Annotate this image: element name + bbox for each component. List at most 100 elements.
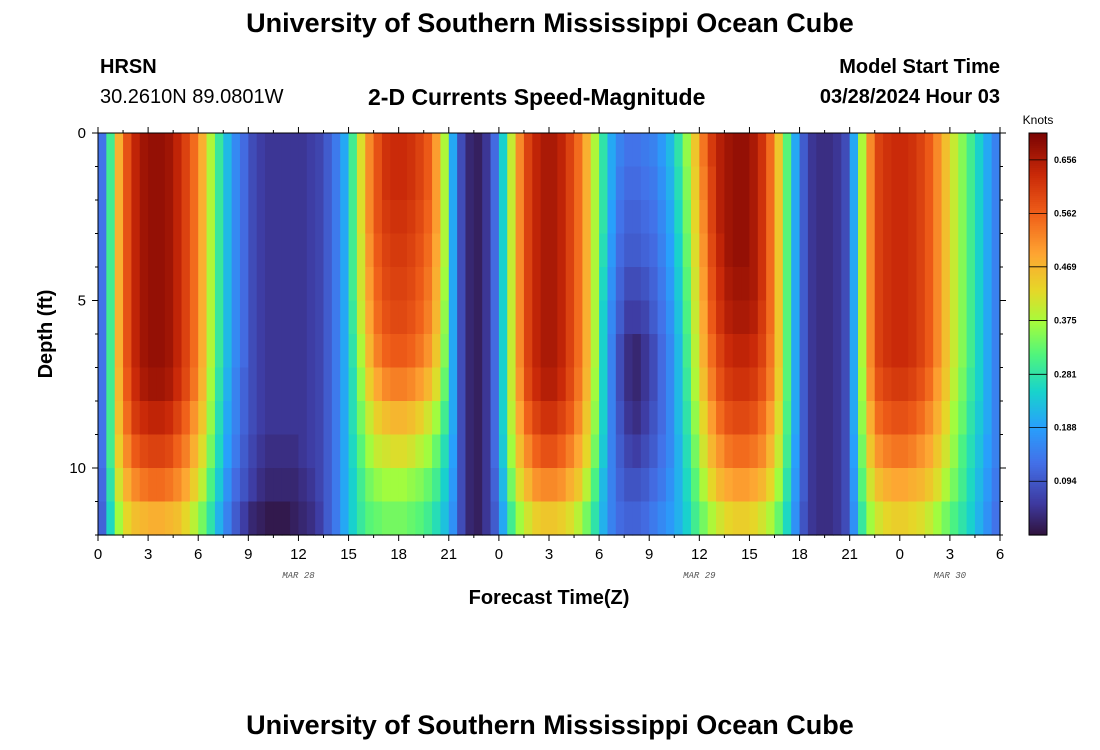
heatmap-cell — [607, 233, 617, 268]
heatmap-cell — [557, 233, 567, 268]
heatmap-cell — [348, 133, 358, 168]
heatmap-cell — [782, 401, 792, 436]
heatmap-cell — [306, 133, 316, 168]
colorbar-segment — [1029, 366, 1047, 369]
heatmap-cell — [549, 468, 558, 503]
heatmap-cell — [866, 267, 876, 302]
heatmap-cell — [816, 434, 826, 469]
colorbar-segment — [1029, 478, 1047, 482]
heatmap-cell — [523, 166, 533, 201]
colorbar-segment — [1029, 217, 1047, 221]
heatmap-cell — [924, 367, 934, 402]
heatmap-cell — [657, 434, 667, 469]
colorbar-segment — [1029, 486, 1047, 490]
heatmap-cell — [883, 468, 893, 503]
heatmap-cell — [799, 233, 809, 268]
heatmap-cell — [774, 233, 784, 268]
heatmap-cell — [749, 468, 759, 503]
heatmap-cell — [156, 267, 166, 302]
heatmap-cells — [98, 133, 1001, 536]
colorbar-segment — [1029, 289, 1047, 293]
colorbar-segment — [1029, 203, 1047, 206]
heatmap-cell — [98, 166, 107, 201]
heatmap-cell — [916, 501, 926, 536]
heatmap-cell — [565, 468, 575, 503]
colorbar-segment — [1029, 223, 1047, 227]
colorbar-segment — [1029, 438, 1047, 442]
heatmap-cell — [473, 200, 483, 235]
heatmap-cell — [841, 367, 851, 402]
x-tick-label: 12 — [691, 546, 708, 563]
heatmap-cell — [423, 501, 433, 536]
heatmap-cell — [523, 200, 533, 235]
heatmap-cell — [415, 367, 425, 402]
heatmap-cell — [649, 267, 659, 302]
model-start-value: 03/28/2024 Hour 03 — [819, 86, 1000, 108]
colorbar-segment — [1029, 189, 1047, 192]
colorbar-segment — [1029, 400, 1047, 403]
heatmap-cell — [415, 133, 425, 168]
heatmap-cell — [407, 367, 416, 402]
colorbar-segment — [1029, 420, 1047, 424]
heatmap-cell — [290, 233, 300, 268]
heatmap-cell — [866, 367, 876, 402]
heatmap-cell — [732, 200, 742, 235]
heatmap-cell — [532, 367, 542, 402]
heatmap-cell — [432, 367, 442, 402]
heatmap-cell — [958, 434, 968, 469]
heatmap-cell — [365, 501, 375, 536]
heatmap-cell — [381, 468, 391, 503]
heatmap-cell — [123, 434, 133, 469]
heatmap-cell — [657, 200, 667, 235]
heatmap-cell — [766, 200, 776, 235]
heatmap-cell — [323, 233, 333, 268]
heatmap-cell — [273, 401, 283, 436]
colorbar-segment — [1029, 452, 1047, 456]
heatmap-cell — [432, 468, 442, 503]
heatmap-cell — [473, 367, 483, 402]
heatmap-cell — [189, 300, 199, 335]
heatmap-cell — [565, 267, 575, 302]
heatmap-cell — [615, 367, 625, 402]
heatmap-cell — [540, 267, 550, 302]
heatmap-cell — [565, 133, 575, 168]
colorbar-segment — [1029, 321, 1047, 325]
heatmap-cell — [716, 501, 725, 536]
heatmap-cell — [139, 401, 149, 436]
colorbar-segment — [1029, 263, 1047, 267]
heatmap-cell — [841, 334, 851, 369]
heatmap-cell — [315, 468, 325, 503]
heatmap-cell — [640, 334, 650, 369]
heatmap-cell — [365, 434, 375, 469]
colorbar-segment — [1029, 514, 1047, 518]
heatmap-cell — [532, 401, 542, 436]
heatmap-cell — [265, 401, 274, 436]
heatmap-cell — [615, 166, 625, 201]
heatmap-cell — [390, 367, 400, 402]
colorbar-segment — [1029, 384, 1047, 387]
heatmap-cell — [707, 468, 717, 503]
colorbar-tick-label: 0.656 — [1054, 155, 1077, 165]
heatmap-cell — [139, 133, 149, 168]
heatmap-cell — [849, 267, 859, 302]
heatmap-cell — [615, 334, 625, 369]
heatmap-cell — [782, 267, 792, 302]
heatmap-cell — [665, 300, 675, 335]
heatmap-cell — [699, 367, 709, 402]
heatmap-cell — [824, 434, 834, 469]
heatmap-cell — [624, 267, 634, 302]
heatmap-cell — [841, 133, 851, 168]
heatmap-cell — [565, 401, 575, 436]
heatmap-cell — [123, 300, 133, 335]
heatmap-cell — [356, 334, 366, 369]
heatmap-cell — [807, 133, 817, 168]
heatmap-cell — [173, 434, 183, 469]
heatmap-cell — [858, 200, 867, 235]
heatmap-cell — [98, 300, 107, 335]
heatmap-cell — [131, 401, 141, 436]
heatmap-cell — [707, 434, 717, 469]
heatmap-cell — [131, 468, 141, 503]
heatmap-cell — [841, 401, 851, 436]
heatmap-cell — [590, 300, 600, 335]
heatmap-cell — [323, 200, 333, 235]
